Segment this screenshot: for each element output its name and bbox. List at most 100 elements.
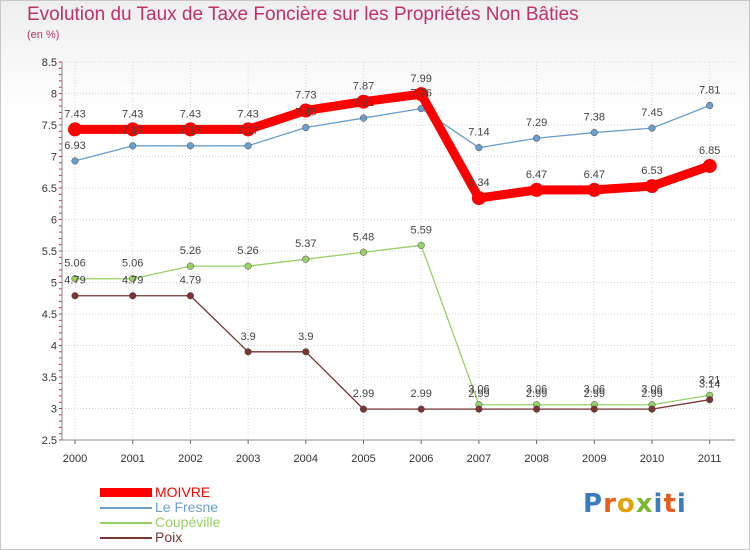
data-label-coup-ville: 3.21 [699,374,720,386]
data-labels: 7.43 7.43 7.43 7.43 7.73 7.87 7.99 6.34 6.47 6.47… [64,73,720,400]
data-label-poix: 2.99 [526,388,547,400]
logo-letter: i [653,489,664,519]
data-label-moivre: 6.53 [641,165,662,177]
data-label-le-fresne: 7.14 [468,127,489,139]
data-point-le-fresne [475,144,483,152]
data-point-moivre [298,103,313,118]
data-point-poix [590,405,598,413]
x-tick-label: 2009 [582,453,606,465]
data-label-coup-ville: 5.26 [237,245,258,257]
y-tick-label: 8.5 [42,57,57,69]
data-label-poix: 4.79 [122,275,143,287]
grid [62,61,735,441]
data-point-le-fresne [302,123,310,132]
data-label-poix: 3.14 [699,379,720,391]
data-label-moivre: 7.73 [295,90,316,102]
data-point-coup-ville [417,241,425,249]
y-tick-label: 7 [51,152,57,164]
data-label-coup-ville: 5.26 [180,245,201,257]
data-label-moivre: 6.47 [526,169,547,181]
data-label-le-fresne: 7.17 [237,125,258,137]
legend-label: Coupéville [155,514,221,530]
y-tick-label: 4 [51,341,57,353]
legend-label: Le Fresne [155,499,219,515]
legend-item: Poix [100,530,182,545]
y-axis-ticks: 2.5 3 3.5 4 4.5 5 5.5 6 6.5 7 7.5 8 8.5 [42,57,57,447]
data-point-poix [359,405,368,413]
data-label-coup-ville: 3.06 [468,384,489,396]
x-tick-label: 2000 [63,453,87,465]
x-tick-label: 2010 [640,453,664,465]
data-point-le-fresne [129,142,137,150]
data-point-coup-ville [186,262,194,270]
data-label-poix: 4.79 [64,275,85,287]
data-point-poix [186,292,194,300]
logo-letter: P [583,489,604,519]
y-tick-label: 5 [51,278,57,290]
logo-letter: o [616,489,636,519]
data-label-moivre: 7.43 [237,108,258,120]
data-point-moivre [702,158,717,173]
data-point-poix [129,292,137,300]
logo-letter: x [635,489,654,519]
data-label-moivre: 6.34 [468,177,489,189]
y-tick-label: 7.5 [42,120,57,132]
y-tick-label: 6.5 [42,183,57,195]
data-label-moivre: 7.43 [64,108,85,120]
data-label-moivre: 7.99 [410,73,431,85]
x-tick-label: 2003 [236,453,260,465]
logo-letter: t [663,489,677,519]
y-tick-label: 8 [51,89,57,101]
legend-swatch [100,506,152,509]
series-line-coup-ville [74,244,711,406]
legend-item: Coupéville [100,515,220,530]
data-label-le-fresne: 7.17 [122,125,143,137]
data-label-coup-ville: 3.06 [584,384,605,396]
data-point-moivre [125,122,140,137]
series-line-le-fresne [74,104,711,162]
data-point-le-fresne [359,114,368,122]
x-tick-label: 2005 [351,453,375,465]
data-label-moivre: 7.87 [353,81,374,93]
data-label-poix: 2.99 [584,388,605,400]
data-point-coup-ville [359,248,368,256]
data-label-moivre: 6.47 [584,169,605,181]
data-label-moivre: 7.43 [180,108,201,120]
legend-swatch [100,521,152,524]
legend-swatch [100,536,152,539]
data-point-poix [71,292,79,300]
data-label-le-fresne: 6.93 [64,140,85,152]
legend-label: MOIVRE [155,484,211,500]
x-tick-label: 2001 [120,453,144,465]
data-label-moivre: 7.43 [122,108,143,120]
data-point-moivre [356,94,371,109]
data-label-le-fresne: 7.61 [353,97,374,109]
data-label-poix: 2.99 [468,388,489,400]
data-point-poix [533,405,541,413]
legend-item: Le Fresne [100,500,218,515]
x-tick-label: 2004 [294,453,318,465]
data-point-moivre [68,122,82,137]
unit-label: (en %) [27,29,60,41]
legend-item: MOIVRE [100,485,210,500]
data-point-poix [475,405,483,413]
data-label-le-fresne: 7.46 [295,107,316,119]
y-tick-label: 3.5 [42,372,57,384]
data-label-coup-ville: 5.06 [64,258,85,270]
data-point-coup-ville [244,262,252,270]
data-point-moivre [414,87,429,102]
data-label-coup-ville: 5.48 [353,231,374,243]
y-tick-label: 6 [51,215,57,227]
data-point-moivre [241,122,256,137]
data-point-le-fresne [71,157,79,165]
x-tick-label: 2007 [467,453,491,465]
data-label-poix: 3.9 [240,331,255,343]
data-label-le-fresne: 7.76 [410,88,431,100]
data-point-poix [244,348,252,356]
data-point-coup-ville [302,255,310,263]
logo-letter: r [603,489,617,519]
x-tick-label: 2006 [409,453,433,465]
data-point-coup-ville [71,275,79,283]
axes [59,61,735,444]
